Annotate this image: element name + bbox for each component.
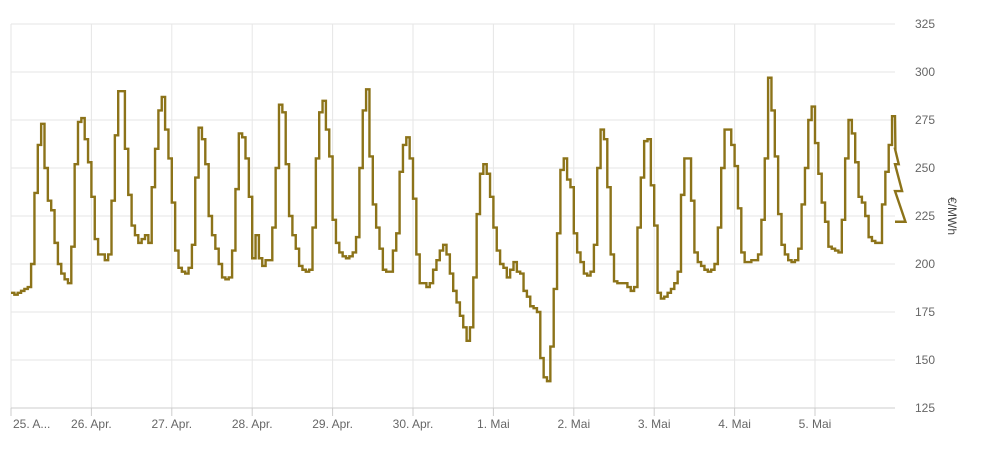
x-tick-label: 26. Apr. bbox=[71, 417, 112, 431]
x-tick-label: 25. A... bbox=[13, 417, 50, 431]
y-tick-label: 225 bbox=[915, 209, 935, 223]
y-tick-label: 150 bbox=[915, 353, 935, 367]
x-tick-label: 4. Mai bbox=[718, 417, 751, 431]
y-tick-label: 125 bbox=[915, 401, 935, 415]
y-tick-label: 300 bbox=[915, 65, 935, 79]
x-tick-label: 1. Mai bbox=[477, 417, 510, 431]
x-tick-label: 28. Apr. bbox=[232, 417, 273, 431]
y-tick-label: 325 bbox=[915, 17, 935, 31]
series-layer bbox=[11, 76, 908, 383]
x-tick-label: 30. Apr. bbox=[393, 417, 434, 431]
x-tick-label: 5. Mai bbox=[799, 417, 832, 431]
y-tick-label: 250 bbox=[915, 161, 935, 175]
x-tick-label: 27. Apr. bbox=[151, 417, 192, 431]
x-tick-label: 29. Apr. bbox=[312, 417, 353, 431]
y-tick-label: 175 bbox=[915, 305, 935, 319]
x-tick-label: 3. Mai bbox=[638, 417, 671, 431]
y-axis-title: €/MWh bbox=[945, 197, 959, 235]
price-series-line bbox=[11, 76, 908, 383]
y-tick-label: 200 bbox=[915, 257, 935, 271]
x-tick-label: 2. Mai bbox=[557, 417, 590, 431]
grid-layer bbox=[10, 23, 895, 409]
y-tick-label: 275 bbox=[915, 113, 935, 127]
y-axis-ticks: 125 150 175 200 225 250 275 300 325 bbox=[915, 17, 935, 415]
x-axis-ticks: 25. A... 26. Apr. 27. Apr. 28. Apr. 29. Apr.… bbox=[10, 407, 895, 431]
